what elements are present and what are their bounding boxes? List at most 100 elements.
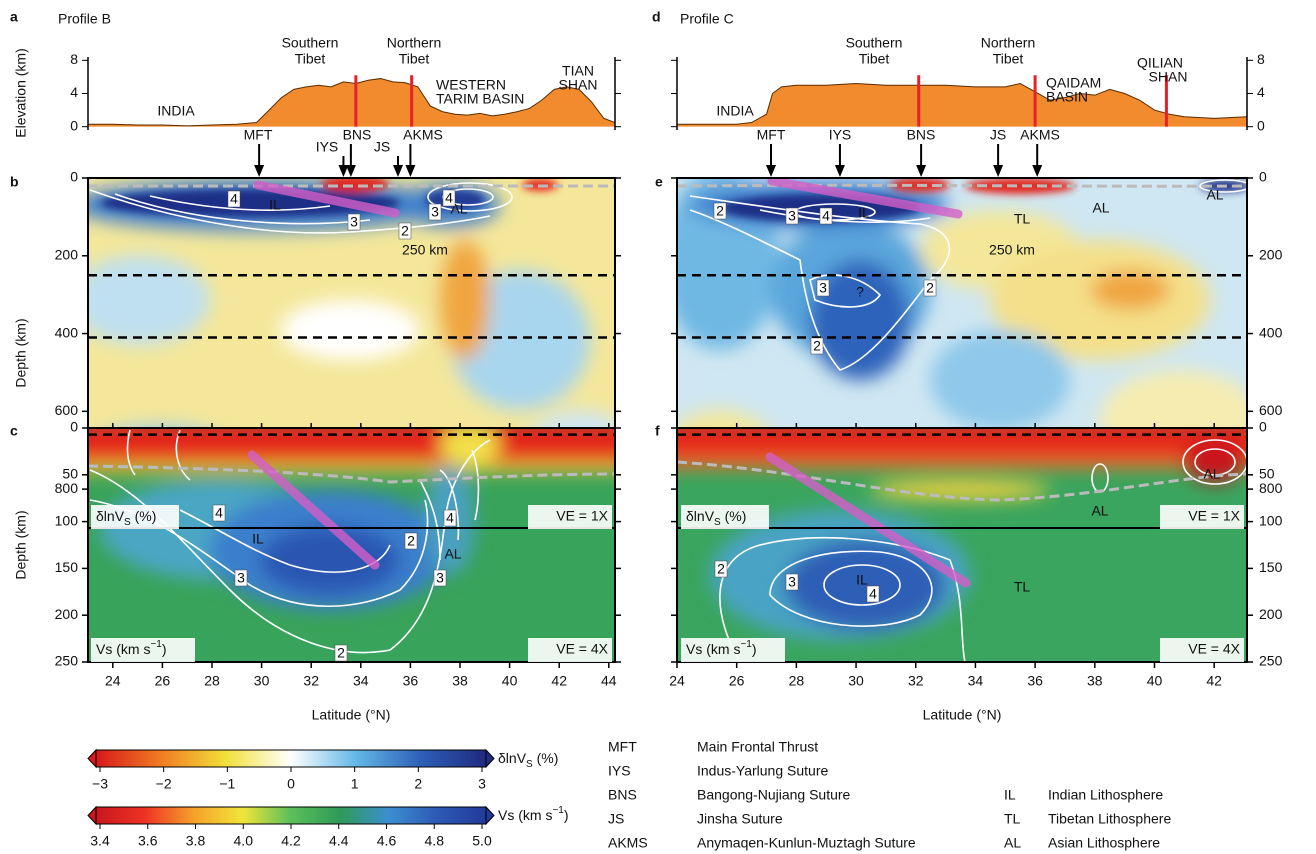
scale-label: δlnVS (%) <box>686 508 746 528</box>
contour-label-box <box>227 190 241 208</box>
contour-label: 3 <box>436 570 444 586</box>
contour-label-box <box>433 569 447 587</box>
contour-label: 3 <box>788 574 796 590</box>
scale-label-part: ) <box>162 641 167 657</box>
velocity-field <box>677 428 1247 662</box>
scale-label-part: (%) <box>131 508 157 524</box>
x-tick-label: 28 <box>789 673 805 689</box>
ve-label-box <box>528 638 612 662</box>
contour-label-box <box>713 202 727 220</box>
legend-name: Bangong-Nujiang Suture <box>697 787 851 803</box>
region-label: QAIDAM <box>1046 75 1101 91</box>
y-tick-label: 250 <box>55 653 79 669</box>
region-label: INDIA <box>716 103 754 119</box>
legend-code: AL <box>1004 835 1021 851</box>
scale-label-part: Vs (km s <box>686 641 740 657</box>
plot-frame <box>676 427 1248 663</box>
y-tick-label: 4 <box>70 84 78 100</box>
x-tick-label: 32 <box>908 673 924 689</box>
y-tick-label: 50 <box>1259 466 1275 482</box>
contour-label-box <box>816 279 830 297</box>
legend-name: Jinsha Suture <box>697 811 783 827</box>
scale-label-part: −1 <box>740 639 752 650</box>
x-tick-label: 36 <box>403 673 419 689</box>
ve-label: VE = 1X <box>1188 508 1240 524</box>
x-tick-label: 36 <box>1027 673 1043 689</box>
scale-label-part: S <box>714 517 721 528</box>
discontinuity-label: 250 km <box>402 242 448 258</box>
suture-label: BNS <box>907 127 936 143</box>
legend-name: Asian Lithosphere <box>1048 835 1160 851</box>
y-axis-label: Elevation (km) <box>13 48 29 137</box>
region-label: Tibet <box>295 51 326 67</box>
contour-label-box <box>334 644 348 662</box>
x-tick-label: 44 <box>601 673 617 689</box>
x-tick-label: 26 <box>155 673 171 689</box>
y-tick-label: 4 <box>1257 84 1265 100</box>
scale-label-box <box>681 638 785 662</box>
contour-label: 2 <box>401 223 409 239</box>
region-label: AL <box>1206 187 1223 203</box>
y-tick-label: 0 <box>1259 419 1267 435</box>
x-tick-label: 38 <box>452 673 468 689</box>
contour-label: 4 <box>230 191 238 207</box>
discontinuity-label: 250 km <box>989 242 1035 258</box>
region-label: Northern <box>981 35 1035 51</box>
x-tick-label: 40 <box>502 673 518 689</box>
legend-name: Tibetan Lithosphere <box>1048 811 1171 827</box>
velocity-field <box>88 428 615 662</box>
scale-label-part: ) <box>752 641 757 657</box>
suture-label: BNS <box>343 127 372 143</box>
y-tick-label: 800 <box>55 480 79 496</box>
region-label: IL <box>856 572 868 588</box>
elevation-line <box>88 78 616 127</box>
scale-label-part: (%) <box>721 508 747 524</box>
region-label: SHAN <box>559 77 598 93</box>
x-tick-label: 40 <box>1147 673 1163 689</box>
region-label: TL <box>1014 211 1031 227</box>
contour-label-box <box>785 573 799 591</box>
suture-arrow <box>338 156 349 177</box>
ve-label-box <box>1160 505 1244 529</box>
ve-label-box <box>1160 638 1244 662</box>
x-tick-label: 24 <box>105 673 121 689</box>
panel-letter: f <box>655 423 660 439</box>
y-tick-label: 400 <box>1259 324 1283 340</box>
colorbar-tick-label: 4.2 <box>281 833 301 849</box>
colorbar-label-part: −1 <box>552 805 564 816</box>
contour-label: 3 <box>350 214 358 230</box>
suture-label: AKMS <box>403 127 443 143</box>
colorbar-tick-label: 4.0 <box>234 833 254 849</box>
contour-label-box <box>347 213 361 231</box>
y-tick-label: 100 <box>55 512 79 528</box>
y-tick-label: 0 <box>70 419 78 435</box>
colorbar-label-part: δlnV <box>498 750 527 766</box>
scale-label: Vs (km s−1) <box>96 639 167 657</box>
contour-label-box <box>866 585 880 603</box>
colorbar-tick-label: 4.8 <box>425 833 445 849</box>
x-tick-label: 30 <box>848 673 864 689</box>
colorbar-tick-label: −3 <box>92 776 108 792</box>
y-tick-label: 0 <box>1259 169 1267 185</box>
x-tick-label: 28 <box>204 673 220 689</box>
y-tick-label: 8 <box>1257 51 1265 67</box>
colorbar <box>95 749 487 768</box>
contour-label: 3 <box>788 208 796 224</box>
contour-label: 2 <box>407 533 415 549</box>
contour-label: 4 <box>445 190 453 206</box>
y-tick-label: 200 <box>55 606 79 622</box>
contour-label-box <box>404 532 418 550</box>
region-label: AL <box>444 546 461 562</box>
region-label: SHAN <box>1149 69 1188 85</box>
y-tick-label: 200 <box>1259 606 1283 622</box>
scale-label-box <box>681 505 769 529</box>
y-tick-label: 600 <box>55 402 79 418</box>
x-tick-label: 38 <box>1087 673 1103 689</box>
contour-label-box <box>234 569 248 587</box>
suture-label: JS <box>374 139 390 155</box>
y-tick-label: 50 <box>62 466 78 482</box>
colorbar-tick-label: 2 <box>414 776 422 792</box>
suture-arrow <box>405 144 416 177</box>
region-label: IL <box>252 531 264 547</box>
suture-arrow <box>1032 144 1043 177</box>
